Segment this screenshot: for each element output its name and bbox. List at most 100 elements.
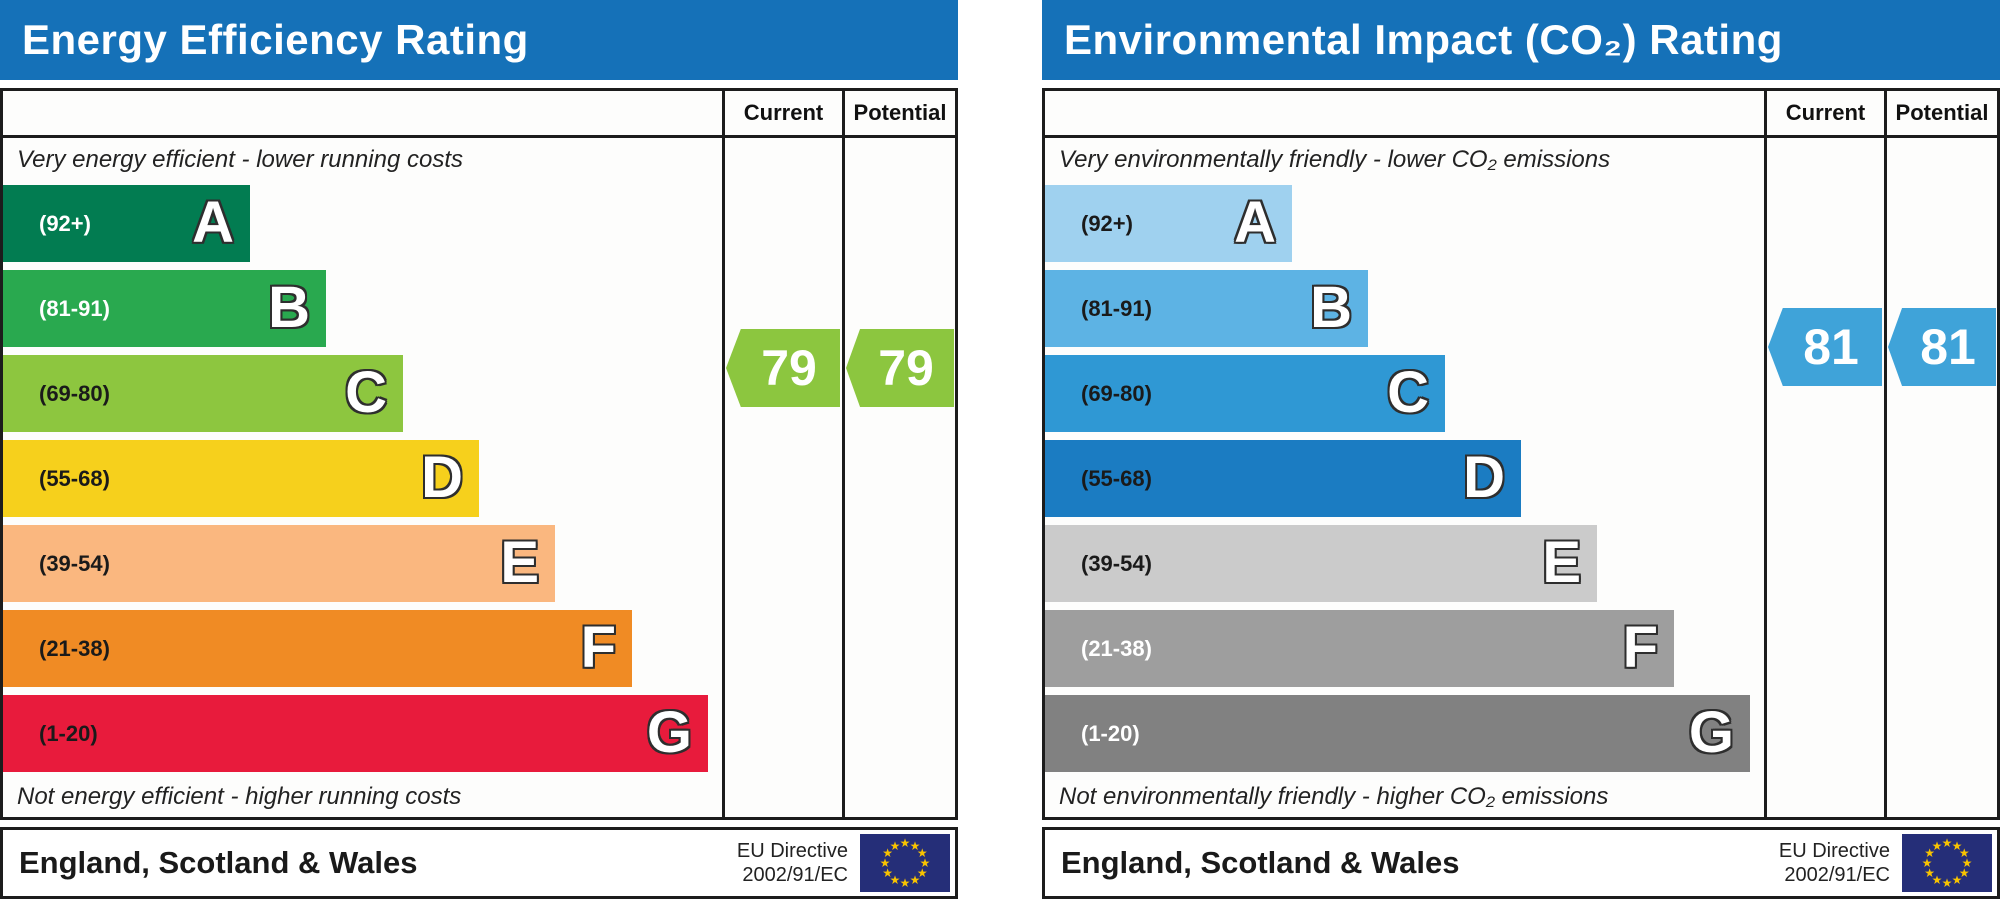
band-f: (21-38) F [3,610,632,687]
band-range-label: (39-54) [1081,551,1152,576]
chart-footer: England, Scotland & Wales EU Directive 2… [0,827,958,899]
band-letter: D [421,445,463,510]
band-letter: F [1622,615,1658,680]
band-f: (21-38) F [1045,610,1674,687]
chart-footer: England, Scotland & Wales EU Directive 2… [1042,827,2000,899]
table-header-row: Current Potential [1045,91,1997,138]
band-letter: G [1688,700,1734,765]
eu-flag-star: ★ [899,836,911,850]
band-letter: E [1542,530,1581,595]
eu-flag-star: ★ [1958,846,1970,860]
region-label: England, Scotland & Wales [19,845,418,880]
current-rating-arrow: 81 [1768,308,1882,386]
region-label: England, Scotland & Wales [1061,845,1460,880]
potential-rating-arrow: 81 [1888,308,1996,386]
band-d: (55-68) D [1045,440,1521,517]
rating-table: Current Potential Very energy efficient … [0,88,958,820]
eu-flag-star: ★ [1951,873,1963,888]
band-letter: C [345,360,387,425]
band-c: (69-80) C [1045,355,1445,432]
potential-rating-arrow: 79 [846,329,954,407]
table-header-row: Current Potential [3,91,955,138]
band-range-label: (81-91) [39,296,110,321]
band-letter: A [192,190,234,255]
eu-flag-star: ★ [1931,873,1943,888]
current-column-header: Current [1785,100,1866,125]
band-range-label: (81-91) [1081,296,1152,321]
band-range-label: (1-20) [39,721,98,746]
eu-flag-star: ★ [1941,836,1953,850]
column-divider [842,91,845,817]
band-range-label: (69-80) [39,381,110,406]
band-a: (92+) A [1045,185,1292,262]
rating-bands: (92+) A (81-91) B (69-80) C (55-68) D (39-54) E (2… [1045,185,1759,772]
energy-efficiency-rating-chart: Energy Efficiency Rating Current Potenti… [0,0,958,899]
eu-flag-star: ★ [909,838,921,853]
eu-flag-star: ★ [916,866,928,880]
top-caption: Very energy efficient - lower running co… [17,146,463,173]
eu-flag-star: ★ [916,846,928,860]
column-divider [722,91,725,817]
bottom-caption: Not environmentally friendly - higher CO… [1059,783,1609,810]
eu-flag-star: ★ [889,838,901,853]
eu-flag-star: ★ [919,856,931,870]
rating-table: Current Potential Very environmentally f… [1042,88,2000,820]
eu-flag-star: ★ [882,846,894,860]
rating-scale-body: Very energy efficient - lower running co… [3,138,955,817]
band-g: (1-20) G [3,695,708,772]
eu-flag-star: ★ [1931,838,1943,853]
environmental-impact-rating-chart: Environmental Impact (CO₂) Rating Curren… [1042,0,2000,899]
rating-bands: (92+) A (81-91) B (69-80) C (55-68) D (39-54) E (2… [3,185,717,772]
eu-flag-star: ★ [1924,846,1936,860]
band-letter: D [1463,445,1505,510]
band-range-label: (21-38) [39,636,110,661]
band-letter: G [646,700,692,765]
eu-directive-label: EU Directive 2002/91/EC [1778,840,1890,886]
eu-flag-star: ★ [1924,866,1936,880]
band-letter: C [1387,360,1429,425]
potential-column-header: Potential [1895,100,1989,125]
eu-flag-icon: ★ ★ ★ ★ ★ ★ ★ ★ ★ ★ ★ ★ [860,834,950,892]
band-letter: A [1234,190,1276,255]
bottom-caption: Not energy efficient - higher running co… [17,783,462,810]
band-range-label: (21-38) [1081,636,1152,661]
top-caption: Very environmentally friendly - lower CO… [1059,146,1611,173]
current-rating-arrow: 79 [726,329,840,407]
band-range-label: (39-54) [39,551,110,576]
eu-flag-star: ★ [1951,838,1963,853]
band-c: (69-80) C [3,355,403,432]
band-b: (81-91) B [3,270,326,347]
chart-title: Energy Efficiency Rating [22,16,529,63]
band-d: (55-68) D [3,440,479,517]
eu-flag-star: ★ [899,876,911,890]
eu-flag-icon: ★ ★ ★ ★ ★ ★ ★ ★ ★ ★ ★ ★ [1902,834,1992,892]
band-range-label: (55-68) [1081,466,1152,491]
band-range-label: (1-20) [1081,721,1140,746]
band-letter: E [500,530,539,595]
eu-flag-star: ★ [1958,866,1970,880]
band-letter: B [268,275,310,340]
column-divider [1884,91,1887,817]
column-divider [1764,91,1767,817]
eu-flag-star: ★ [1941,876,1953,890]
eu-flag-star: ★ [1961,856,1973,870]
band-letter: B [1310,275,1352,340]
chart-title-bar: Environmental Impact (CO₂) Rating [1042,0,2000,80]
eu-directive-label: EU Directive 2002/91/EC [736,840,848,886]
band-e: (39-54) E [3,525,555,602]
band-range-label: (92+) [1081,211,1133,236]
eu-flag-star: ★ [909,873,921,888]
band-letter: F [580,615,616,680]
current-column-header: Current [743,100,824,125]
band-range-label: (69-80) [1081,381,1152,406]
band-b: (81-91) B [1045,270,1368,347]
chart-title-bar: Energy Efficiency Rating [0,0,958,80]
band-range-label: (92+) [39,211,91,236]
eu-flag-star: ★ [889,873,901,888]
potential-column-header: Potential [853,100,947,125]
eu-flag-star: ★ [879,856,891,870]
band-range-label: (55-68) [39,466,110,491]
rating-scale-body: Very environmentally friendly - lower CO… [1045,138,1997,817]
band-a: (92+) A [3,185,250,262]
